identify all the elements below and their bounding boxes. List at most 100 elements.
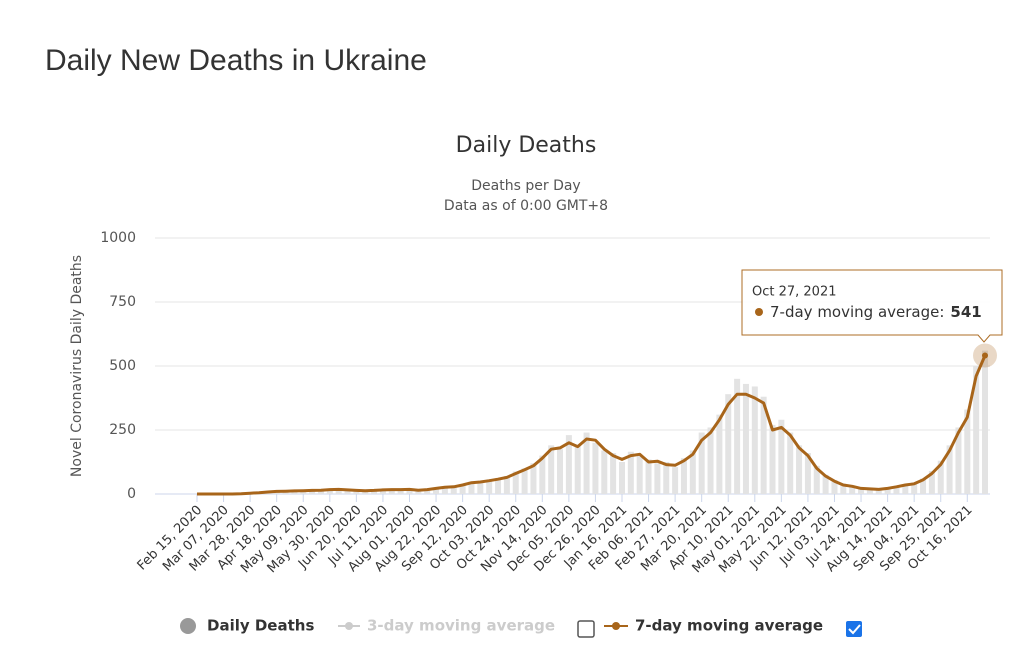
bar xyxy=(840,483,847,494)
bar xyxy=(920,478,927,494)
bar xyxy=(486,479,493,494)
bar xyxy=(858,487,865,494)
bar xyxy=(495,478,502,494)
bar xyxy=(804,453,811,494)
y-tick-label: 1000 xyxy=(100,230,136,246)
bar xyxy=(565,435,572,494)
bar xyxy=(433,487,440,494)
legend-symbol xyxy=(345,622,353,630)
bar xyxy=(663,462,670,494)
bar xyxy=(707,427,714,494)
legend-label[interactable]: Daily Deaths xyxy=(207,617,314,635)
tooltip-symbol xyxy=(755,308,763,316)
bar xyxy=(574,445,581,494)
bar xyxy=(424,489,431,494)
bar xyxy=(610,453,617,494)
chart-subtitle: Deaths per Day xyxy=(471,178,580,194)
checkmark xyxy=(848,624,861,635)
bar xyxy=(973,366,980,494)
bar xyxy=(379,489,386,494)
bar xyxy=(344,490,351,494)
bar xyxy=(530,463,537,494)
line xyxy=(197,354,987,496)
bar xyxy=(583,432,590,494)
bar xyxy=(787,432,794,494)
bar xyxy=(459,484,466,494)
bar xyxy=(689,450,696,494)
bar xyxy=(441,486,448,494)
tooltip-date: Oct 27, 2021 xyxy=(752,285,837,300)
y-axis-title: Novel Coronavirus Daily Deaths xyxy=(69,255,85,477)
bar xyxy=(769,424,776,494)
bar xyxy=(946,445,953,494)
chart-title: Daily Deaths xyxy=(456,133,597,158)
bar xyxy=(911,482,918,494)
bar xyxy=(778,419,785,494)
bar xyxy=(893,486,900,494)
bar xyxy=(371,490,378,494)
bar xyxy=(557,449,564,494)
tooltip-box xyxy=(741,269,1003,343)
bar xyxy=(734,378,741,494)
bar xyxy=(928,470,935,494)
bar xyxy=(796,445,803,494)
bar xyxy=(742,383,749,494)
legend-label[interactable]: 3-day moving average xyxy=(367,617,555,635)
bar xyxy=(654,463,661,494)
bar xyxy=(636,455,643,494)
bar xyxy=(751,386,758,494)
bar xyxy=(521,468,528,494)
bar xyxy=(849,485,856,494)
y-tick-label: 0 xyxy=(127,486,136,502)
checkbox[interactable] xyxy=(577,620,595,638)
legend-symbol xyxy=(180,618,196,634)
tooltip: Oct 27, 2021 7-day moving average: 541 xyxy=(741,269,1003,343)
bar xyxy=(450,486,457,494)
bar xyxy=(592,442,599,494)
page-title: Daily New Deaths in Ukraine xyxy=(45,44,427,77)
bar xyxy=(282,491,289,494)
bar xyxy=(415,490,422,494)
bar xyxy=(512,471,519,494)
bar xyxy=(955,427,962,494)
checkbox[interactable] xyxy=(846,621,862,637)
bar xyxy=(672,467,679,494)
bar xyxy=(326,488,333,494)
bar xyxy=(866,488,873,494)
bar xyxy=(309,489,316,494)
bar xyxy=(335,489,342,494)
bar xyxy=(902,484,909,494)
hover-point xyxy=(982,352,988,359)
legend-label[interactable]: 7-day moving average xyxy=(635,617,823,635)
bar xyxy=(884,487,891,494)
y-tick-label: 250 xyxy=(109,422,136,438)
plot-area xyxy=(155,237,990,502)
bar xyxy=(725,394,732,494)
bar xyxy=(698,432,705,494)
bar xyxy=(813,465,820,494)
bar xyxy=(503,476,510,494)
legend-symbol xyxy=(612,622,620,630)
tooltip-label: 7-day moving average: xyxy=(770,303,944,321)
bar xyxy=(645,459,652,494)
bar xyxy=(397,489,404,494)
y-tick-label: 750 xyxy=(109,294,136,310)
legend: Daily Deaths 3-day moving average 7-day … xyxy=(180,617,862,638)
bar xyxy=(548,445,555,494)
bar xyxy=(716,414,723,494)
tooltip-text: 7-day moving average: 541 xyxy=(770,303,982,321)
bar xyxy=(822,474,829,494)
bar xyxy=(300,490,307,494)
bar xyxy=(388,489,395,494)
bar xyxy=(317,490,324,494)
bar xyxy=(875,488,882,494)
bar xyxy=(539,455,546,494)
bar xyxy=(680,458,687,494)
bar xyxy=(477,482,484,494)
tooltip-value: 541 xyxy=(950,303,981,321)
bar xyxy=(760,396,767,494)
bar xyxy=(964,409,971,494)
bar xyxy=(937,460,944,494)
